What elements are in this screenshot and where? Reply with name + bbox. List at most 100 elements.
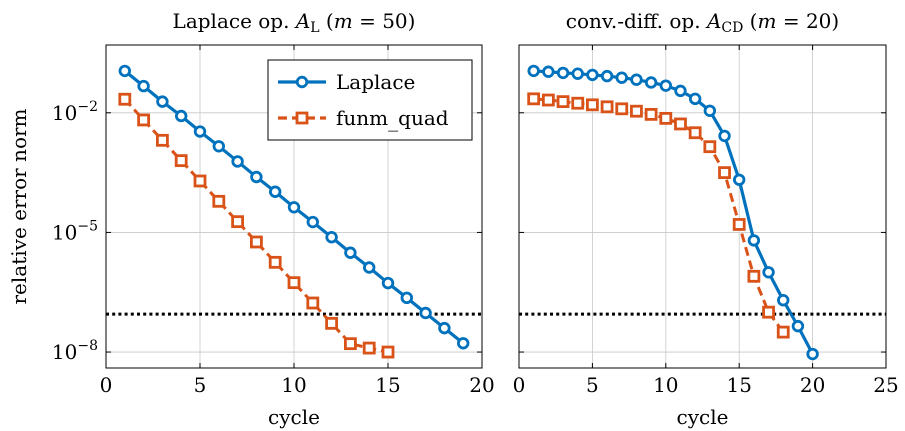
chart2-data-point-laplace [718,129,731,143]
chart1-data-point-laplace [400,291,414,305]
chart1-data-point-laplace [137,79,150,93]
chart2-chart-title: conv.-diff. op. ACD (m = 20) [566,9,839,36]
chart1-data-point-funm-quad [306,296,320,310]
chart2-data-point-funm-quad [674,117,687,131]
chart2-data-point-laplace [659,79,673,92]
chart1-data-point-funm-quad [174,154,188,168]
chart2-x-tick-label: 0 [513,373,526,397]
chart1-y-axis-label: relative error norm [7,108,31,304]
chart1-legend-marker-square [295,111,309,125]
chart1-x-tick-label: 20 [469,373,494,397]
chart1-data-point-funm-quad [231,215,245,229]
chart1-x-tick-label: 10 [281,373,306,397]
chart2-data-point-laplace [630,73,643,86]
chart1-data-point-laplace [212,140,226,153]
chart1-data-point-laplace [250,170,263,184]
chart2-data-point-laplace [644,76,658,89]
chart1-data-point-funm-quad [287,276,301,290]
chart2-plot-frame [518,44,887,369]
chart1-data-point-laplace [118,64,132,78]
chart1-data-point-laplace [306,215,320,229]
chart1-data-point-funm-quad [343,337,357,351]
chart2-x-tick-label: 15 [726,373,751,397]
chart2-data-point-funm-quad [703,140,717,154]
chart1-data-point-laplace [174,109,188,123]
chart1-y-tick-label: 10−5 [52,218,98,244]
chart1-data-point-laplace [363,261,376,274]
chart2-data-point-funm-quad [644,107,658,121]
chart2-data-point-funm-quad [527,92,541,106]
chart1-data-point-funm-quad [249,235,263,249]
chart2-data-point-funm-quad [747,269,761,283]
chart1-chart-title: Laplace op. AL (m = 50) [173,9,416,36]
chart1-data-point-laplace [381,276,395,290]
chart1-data-point-laplace [156,95,169,108]
chart2-data-point-laplace [674,84,687,98]
chart1-series-line-funm-quad [123,98,389,354]
chart2-data-point-funm-quad [586,98,599,112]
chart2-data-point-funm-quad [688,126,702,140]
chart2-x-axis-label: cycle [677,405,729,429]
chart2-data-point-funm-quad [718,166,731,180]
chart2-data-point-laplace [747,234,761,247]
chart2-data-point-laplace [556,66,570,80]
chart1-data-point-laplace [438,321,451,335]
chart2-data-point-funm-quad [600,100,614,114]
chart1-data-point-laplace [457,337,470,350]
chart1-data-point-laplace [419,306,432,320]
chart2-data-point-laplace [762,266,775,279]
chart1-legend-label-0: Laplace [336,70,415,94]
chart1-legend-marker-circle [295,75,309,89]
chart2-data-point-laplace [688,92,702,106]
chart1-data-point-funm-quad [325,316,339,330]
chart2-data-point-funm-quad [762,305,775,319]
chart2-data-point-laplace [615,71,628,84]
chart2-data-point-funm-quad [776,325,790,339]
chart2-data-point-laplace [806,347,819,361]
chart1-x-tick-label: 5 [194,373,207,397]
chart2-series-line-funm-quad [533,97,785,333]
chart2-x-tick-label: 25 [873,373,898,397]
chart2-data-point-laplace [733,173,746,186]
chart1-data-point-laplace [231,155,244,168]
chart2-x-tick-label: 20 [800,373,825,397]
chart2-data-point-laplace [571,67,584,80]
chart2-data-point-laplace [777,294,790,307]
chart1-x-tick-label: 15 [375,373,400,397]
chart2-data-point-funm-quad [732,218,746,231]
chart2-data-point-laplace [542,65,555,78]
chart2-data-point-funm-quad [571,96,585,110]
chart1-x-tick-label: 0 [100,373,113,397]
chart2-data-point-funm-quad [556,95,570,109]
chart1-x-axis-label: cycle [268,405,320,429]
chart2-x-tick-label: 10 [653,373,678,397]
chart2-data-point-funm-quad [659,111,673,125]
chart1-legend-label-1: funm_quad [336,106,449,132]
chart1-data-point-funm-quad [118,92,132,106]
chart2-data-point-laplace [703,104,717,117]
chart2-x-tick-label: 5 [586,373,599,397]
chart1-data-point-laplace [325,231,338,244]
chart1-data-point-laplace [193,125,207,138]
chart1-data-point-funm-quad [155,133,169,147]
chart2-data-point-laplace [527,64,540,78]
chart1-data-point-funm-quad [193,174,207,188]
chart1-data-point-funm-quad [268,255,282,269]
chart1-data-point-funm-quad [362,341,376,355]
chart1-data-point-laplace [269,185,282,198]
chart2-data-point-laplace [791,319,805,333]
chart1-data-point-funm-quad [137,113,151,127]
chart1-data-point-funm-quad [381,345,395,359]
chart1-data-point-funm-quad [212,194,226,208]
chart2-data-point-funm-quad [541,93,555,107]
chart2-data-point-laplace [586,68,599,82]
chart2-data-point-funm-quad [630,104,643,118]
chart1-data-point-laplace [344,246,357,259]
chart1-y-tick-label: 10−2 [52,99,98,125]
chart1-y-tick-label: 10−8 [52,338,98,364]
chart1-data-point-laplace [287,201,301,214]
chart2-data-point-laplace [600,69,614,83]
chart1-legend-box [267,59,473,141]
chart2-data-point-funm-quad [615,102,629,116]
